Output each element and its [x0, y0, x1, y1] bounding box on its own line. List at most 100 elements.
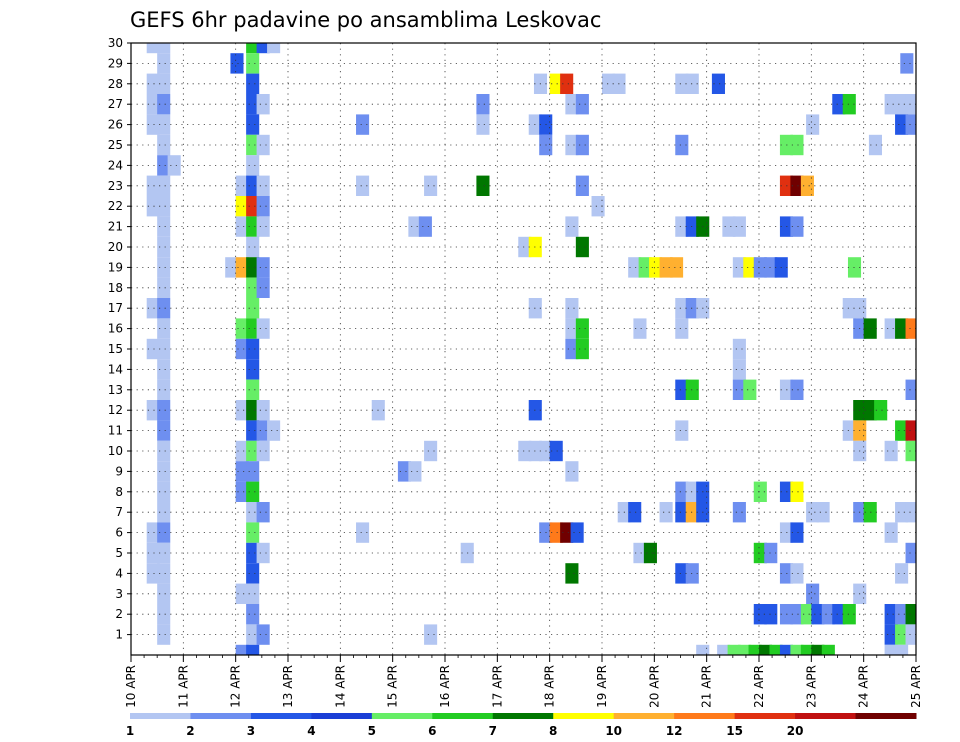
precip-cell	[722, 216, 736, 237]
precip-cell	[565, 461, 579, 482]
x-tick-label: 16 APR	[438, 665, 452, 708]
precip-cell	[565, 216, 579, 237]
precip-cell	[628, 257, 642, 278]
y-tick-label: 3	[115, 587, 123, 601]
precip-cell	[256, 134, 270, 156]
precip-cell	[895, 420, 909, 441]
precip-cell	[146, 94, 160, 115]
precip-cell	[884, 644, 898, 655]
precip-cell	[246, 563, 260, 584]
precip-cell	[821, 644, 835, 655]
precip-cell	[256, 175, 270, 196]
precip-cell	[256, 542, 270, 564]
precip-cell	[685, 298, 699, 319]
precip-cell	[874, 400, 888, 421]
precip-cell	[424, 624, 438, 645]
precip-cell	[790, 379, 804, 400]
precip-cell	[842, 298, 856, 319]
precip-cell	[884, 522, 898, 543]
precip-cell	[821, 604, 835, 625]
precip-cell	[146, 43, 160, 54]
colorbar-label: 2	[186, 724, 194, 738]
x-tick-label: 11 APR	[176, 665, 190, 708]
y-tick-label: 11	[108, 424, 123, 438]
precip-cell	[832, 94, 846, 115]
precip-cell	[800, 644, 814, 655]
precip-cell	[602, 73, 616, 94]
precip-cell	[235, 338, 249, 360]
y-tick-label: 28	[108, 77, 123, 91]
precip-cell	[246, 53, 260, 74]
y-tick-label: 18	[108, 281, 123, 295]
precip-cell	[560, 522, 574, 543]
x-tick-label: 18 APR	[543, 665, 557, 708]
x-tick-label: 10 APR	[124, 665, 138, 708]
x-tick-label: 12 APR	[229, 665, 243, 708]
precip-cell	[246, 277, 260, 298]
precip-cell	[790, 216, 804, 237]
colorbar-label: 4	[307, 724, 315, 738]
precip-cell	[157, 298, 171, 319]
precip-cell	[235, 216, 249, 237]
y-tick-label: 7	[115, 505, 123, 519]
x-tick-label: 22 APR	[752, 665, 766, 708]
precip-cell	[549, 522, 563, 543]
precip-cell	[711, 73, 725, 94]
x-tick-label: 15 APR	[386, 665, 400, 708]
precip-cell	[146, 400, 160, 421]
precip-cell	[408, 461, 422, 482]
precip-cell	[884, 94, 898, 115]
precip-cell	[842, 604, 856, 625]
precip-cell	[549, 440, 563, 462]
precip-cell	[717, 644, 731, 655]
precip-cell	[565, 94, 579, 115]
precip-cell	[246, 359, 260, 380]
precip-cell	[868, 134, 882, 156]
precip-cell	[424, 440, 438, 462]
precip-cell	[732, 359, 746, 380]
precip-cell	[256, 440, 270, 462]
y-tick-label: 17	[108, 301, 123, 315]
y-tick-label: 8	[115, 485, 123, 499]
precip-cell	[764, 604, 778, 625]
colorbar-label: 5	[368, 724, 376, 738]
precip-cell	[790, 563, 804, 584]
precip-cell	[408, 216, 422, 237]
precip-cell	[157, 542, 171, 564]
precip-cell	[246, 236, 260, 258]
precip-cell	[157, 43, 171, 54]
precip-cell	[832, 604, 846, 625]
precip-cell	[732, 502, 746, 523]
precip-cell	[790, 481, 804, 502]
precip-cell	[884, 318, 898, 339]
precip-cell	[267, 43, 281, 54]
precip-cell	[246, 73, 260, 94]
precip-cell	[779, 644, 794, 655]
precip-cell	[905, 94, 916, 115]
precip-cell	[235, 257, 249, 278]
precip-cell	[235, 196, 249, 217]
y-tick-label: 21	[108, 220, 123, 234]
precip-cell	[811, 604, 825, 625]
heatmap-cells	[146, 43, 916, 655]
precip-cell	[675, 134, 689, 156]
colorbar-label: 3	[247, 724, 255, 738]
precip-cell	[895, 502, 909, 523]
precip-cell	[146, 114, 160, 135]
precip-cell	[246, 644, 260, 655]
precip-cell	[732, 216, 746, 237]
precip-cell	[167, 155, 181, 176]
precip-cell	[696, 644, 710, 655]
precip-cell	[246, 175, 260, 196]
precip-cell	[157, 53, 171, 74]
colorbar-swatch	[553, 713, 615, 719]
precip-cell	[256, 196, 270, 217]
colorbar-swatch	[492, 713, 554, 719]
precip-cell	[256, 94, 270, 115]
colorbar-swatch	[250, 713, 312, 719]
precip-cell	[759, 644, 773, 655]
precip-cell	[246, 420, 260, 441]
precip-cell	[727, 644, 741, 655]
precip-cell	[575, 236, 589, 258]
